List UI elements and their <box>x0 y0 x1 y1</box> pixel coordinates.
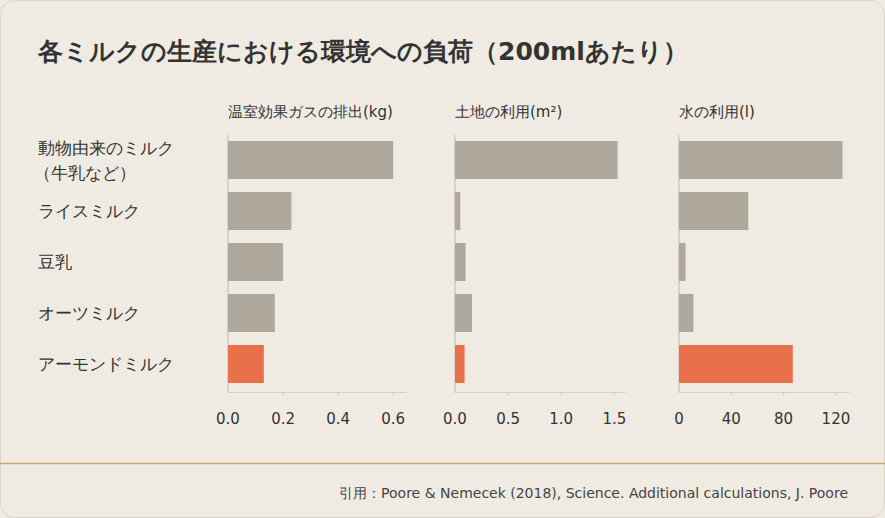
bars <box>679 141 842 383</box>
bar <box>455 141 618 179</box>
bar <box>455 345 465 383</box>
tick-label: 0.0 <box>443 410 467 428</box>
chart-title: 土地の利用(m²) <box>455 103 562 121</box>
tick-label: 40 <box>722 410 741 428</box>
tick-mark <box>393 392 394 396</box>
category-line: 豆乳 <box>38 252 72 272</box>
tick-label: 80 <box>774 410 793 428</box>
category-line: アーモンドミルク <box>38 354 174 374</box>
tick-label: 0.5 <box>496 410 520 428</box>
bar <box>679 192 748 230</box>
category-label: 豆乳 <box>38 252 72 272</box>
separator <box>0 463 885 465</box>
tick-mark <box>338 392 339 396</box>
tick-label: 0.0 <box>216 410 240 428</box>
category-line: （牛乳など） <box>34 163 136 183</box>
tick-label: 0.2 <box>271 410 295 428</box>
axis-line <box>455 392 625 393</box>
tick-mark <box>835 392 836 396</box>
background <box>1 1 885 518</box>
bar <box>455 294 472 332</box>
tick-label: 0.4 <box>326 410 350 428</box>
source: 引用：Poore & Nemecek (2018), Science. Addi… <box>339 485 848 501</box>
tick-label: 1.5 <box>602 410 626 428</box>
chart-title: 温室効果ガスの排出(kg) <box>228 103 393 121</box>
tick-mark <box>508 392 509 396</box>
tick-mark <box>561 392 562 396</box>
tick-mark <box>614 392 615 396</box>
category-label: アーモンドミルク <box>38 354 174 374</box>
bar <box>228 345 264 383</box>
category-label: 動物由来のミルク （牛乳など） <box>34 138 174 183</box>
bar <box>228 192 291 230</box>
tick-label: 1.0 <box>549 410 573 428</box>
chart-root: 各ミルクの生産における環境への負荷（200mlあたり） 引用：Poore & Ne… <box>0 0 885 518</box>
title: 各ミルクの生産における環境への負荷（200mlあたり） <box>37 37 688 66</box>
axis-line <box>679 392 849 393</box>
bar <box>228 141 393 179</box>
bar <box>455 192 460 230</box>
tick-mark <box>283 392 284 396</box>
category-line: ライスミルク <box>38 201 140 221</box>
tick-label: 0.6 <box>381 410 405 428</box>
tick-mark <box>783 392 784 396</box>
category-line: 動物由来のミルク <box>38 138 174 158</box>
axis-line <box>228 392 407 393</box>
bar <box>679 294 693 332</box>
tick-label: 120 <box>822 410 851 428</box>
bar <box>455 243 466 281</box>
chart-title: 水の利用(l) <box>679 103 755 121</box>
category-label: オーツミルク <box>38 303 140 323</box>
category-line: オーツミルク <box>38 303 140 323</box>
category-label: ライスミルク <box>38 201 140 221</box>
bar <box>679 345 793 383</box>
tick-label: 0 <box>674 410 684 428</box>
bars <box>228 141 393 383</box>
bars <box>455 141 618 383</box>
bar <box>228 243 283 281</box>
tick-mark <box>731 392 732 396</box>
bar <box>679 243 686 281</box>
bar <box>228 294 275 332</box>
bar <box>679 141 842 179</box>
